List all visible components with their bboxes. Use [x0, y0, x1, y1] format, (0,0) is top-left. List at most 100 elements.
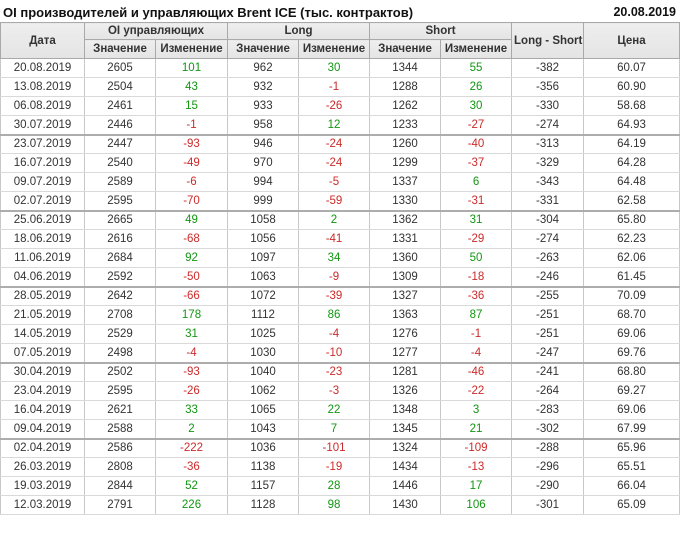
date-cell: 25.06.2019 — [0, 210, 85, 230]
date-cell: 09.04.2019 — [0, 419, 85, 440]
short-change-cell: -1 — [440, 324, 513, 344]
long-change-cell: -4 — [297, 324, 371, 344]
table-row: 06.08.2019 2461 15 933 -26 1262 30 -330 58.68 — [0, 96, 680, 116]
oi-change-cell: -93 — [155, 134, 228, 154]
oi-value-cell: 2844 — [84, 476, 156, 496]
table-row: 26.03.2019 2808 -36 1138 -19 1434 -13 -296 65.51 — [0, 457, 680, 477]
long-change-cell: 30 — [297, 58, 371, 78]
price-cell: 69.06 — [583, 400, 680, 420]
short-value-cell: 1348 — [369, 400, 442, 420]
oi-change-cell: -50 — [155, 267, 228, 288]
short-value-cell: 1344 — [369, 58, 442, 78]
long-change-cell: -5 — [297, 172, 371, 192]
oi-value-cell: 2504 — [84, 77, 156, 97]
oi-change-cell: 49 — [155, 210, 228, 230]
date-cell: 30.04.2019 — [0, 362, 85, 382]
table-row: 07.05.2019 2498 -4 1030 -10 1277 -4 -247 69.76 — [0, 343, 680, 364]
date-cell: 16.04.2019 — [0, 400, 85, 420]
price-cell: 65.80 — [583, 210, 680, 230]
col-group-long: Long — [226, 22, 371, 40]
col-header-price: Цена — [583, 22, 680, 59]
long-value-cell: 1065 — [227, 400, 299, 420]
long-change-cell: -101 — [297, 438, 371, 458]
price-cell: 60.07 — [583, 58, 680, 78]
oi-change-cell: -222 — [155, 438, 228, 458]
table-row: 04.06.2019 2592 -50 1063 -9 1309 -18 -246 61.45 — [0, 267, 680, 288]
long-value-cell: 1062 — [227, 381, 299, 401]
short-value-cell: 1345 — [369, 419, 442, 440]
long-change-cell: -59 — [297, 191, 371, 212]
short-value-cell: 1324 — [369, 438, 442, 458]
oi-change-cell: -93 — [155, 362, 228, 382]
oi-value-cell: 2595 — [84, 381, 156, 401]
oi-value-cell: 2502 — [84, 362, 156, 382]
date-cell: 09.07.2019 — [0, 172, 85, 192]
oi-value-cell: 2498 — [84, 343, 156, 364]
long-value-cell: 1040 — [227, 362, 299, 382]
col-header-long-value: Значение — [227, 39, 299, 59]
short-change-cell: -18 — [440, 267, 513, 288]
price-cell: 65.09 — [583, 495, 680, 515]
price-cell: 70.09 — [583, 286, 680, 306]
long-short-cell: -301 — [511, 495, 585, 515]
table-row: 02.04.2019 2586 -222 1036 -101 1324 -109 -288 65… — [0, 438, 680, 458]
long-short-cell: -329 — [511, 153, 585, 173]
short-value-cell: 1430 — [369, 495, 442, 515]
short-value-cell: 1276 — [369, 324, 442, 344]
long-change-cell: 12 — [297, 115, 371, 136]
date-cell: 02.07.2019 — [0, 191, 85, 212]
price-cell: 61.45 — [583, 267, 680, 288]
price-cell: 64.48 — [583, 172, 680, 192]
long-change-cell: 7 — [297, 419, 371, 440]
short-change-cell: -31 — [440, 191, 513, 212]
long-short-cell: -246 — [511, 267, 585, 288]
long-short-cell: -356 — [511, 77, 585, 97]
report-date: 20.08.2019 — [613, 5, 676, 19]
price-cell: 64.28 — [583, 153, 680, 173]
long-short-cell: -290 — [511, 476, 585, 496]
long-value-cell: 1025 — [227, 324, 299, 344]
price-cell: 65.51 — [583, 457, 680, 477]
table-row: 12.03.2019 2791 226 1128 98 1430 106 -301 65.09 — [0, 495, 680, 515]
oi-value-cell: 2592 — [84, 267, 156, 288]
table-header: Дата OI управляющих Long Short Long - Sh… — [0, 22, 680, 59]
date-cell: 19.03.2019 — [0, 476, 85, 496]
table-row: 11.06.2019 2684 92 1097 34 1360 50 -263 62.06 — [0, 248, 680, 268]
short-value-cell: 1233 — [369, 115, 442, 136]
oi-change-cell: -49 — [155, 153, 228, 173]
table-body: 20.08.2019 2605 101 962 30 1344 55 -382 60.07 13.… — [0, 58, 680, 515]
long-value-cell: 1138 — [227, 457, 299, 477]
date-cell: 18.06.2019 — [0, 229, 85, 249]
short-value-cell: 1262 — [369, 96, 442, 116]
price-cell: 60.90 — [583, 77, 680, 97]
price-cell: 69.06 — [583, 324, 680, 344]
oi-change-cell: -36 — [155, 457, 228, 477]
short-change-cell: 6 — [440, 172, 513, 192]
long-short-cell: -241 — [511, 362, 585, 382]
long-change-cell: -19 — [297, 457, 371, 477]
long-short-cell: -331 — [511, 191, 585, 212]
long-short-cell: -247 — [511, 343, 585, 364]
short-change-cell: 26 — [440, 77, 513, 97]
table-row: 13.08.2019 2504 43 932 -1 1288 26 -356 60.90 — [0, 77, 680, 97]
long-change-cell: -24 — [297, 153, 371, 173]
long-value-cell: 1072 — [227, 286, 299, 306]
oi-report-table: Дата OI управляющих Long Short Long - Sh… — [0, 22, 680, 515]
oi-value-cell: 2595 — [84, 191, 156, 212]
col-header-short-change: Изменение — [440, 39, 513, 59]
long-value-cell: 932 — [227, 77, 299, 97]
oi-value-cell: 2446 — [84, 115, 156, 136]
table-row: 16.04.2019 2621 33 1065 22 1348 3 -283 69.06 — [0, 400, 680, 420]
long-short-cell: -283 — [511, 400, 585, 420]
short-change-cell: 31 — [440, 210, 513, 230]
oi-change-cell: 178 — [155, 305, 228, 325]
long-change-cell: 86 — [297, 305, 371, 325]
long-change-cell: 28 — [297, 476, 371, 496]
long-change-cell: 22 — [297, 400, 371, 420]
price-cell: 64.93 — [583, 115, 680, 136]
short-value-cell: 1330 — [369, 191, 442, 212]
col-header-long-short: Long - Short — [511, 22, 585, 59]
oi-value-cell: 2605 — [84, 58, 156, 78]
col-group-oi: OI управляющих — [84, 22, 228, 40]
oi-change-cell: 92 — [155, 248, 228, 268]
